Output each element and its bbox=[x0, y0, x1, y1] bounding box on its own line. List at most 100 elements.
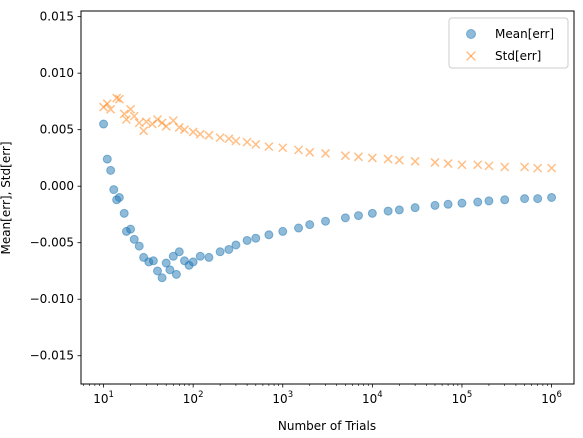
data-point bbox=[99, 119, 109, 129]
data-point bbox=[383, 206, 393, 216]
data-point bbox=[148, 256, 158, 266]
data-point bbox=[353, 211, 363, 221]
data-point bbox=[114, 94, 124, 104]
data-point bbox=[430, 200, 440, 210]
data-point bbox=[264, 230, 274, 240]
y-tick-label: −0.015 bbox=[30, 349, 74, 363]
data-point bbox=[410, 156, 420, 166]
data-point bbox=[102, 154, 112, 164]
data-point bbox=[102, 99, 112, 109]
y-tick-label: −0.005 bbox=[30, 236, 74, 250]
data-point bbox=[174, 247, 184, 257]
data-point bbox=[242, 137, 252, 147]
data-point bbox=[457, 160, 467, 170]
data-point bbox=[153, 266, 163, 276]
data-point bbox=[320, 148, 331, 158]
data-point bbox=[157, 273, 167, 283]
data-point bbox=[520, 162, 530, 172]
plot-frame bbox=[80, 10, 575, 385]
data-point bbox=[443, 199, 453, 209]
data-point bbox=[367, 153, 377, 163]
data-point bbox=[231, 136, 241, 146]
data-point bbox=[533, 194, 543, 204]
data-point bbox=[340, 151, 350, 161]
data-point bbox=[547, 163, 557, 173]
data-point bbox=[251, 139, 261, 149]
data-point bbox=[383, 154, 393, 164]
data-point bbox=[251, 233, 261, 243]
data-point bbox=[174, 122, 184, 132]
y-axis: 0.015 0.010 0.005 0.000 −0.005 −0.010 −0.015 bbox=[30, 10, 81, 363]
data-point bbox=[242, 235, 252, 245]
data-point bbox=[139, 126, 149, 136]
data-point bbox=[171, 269, 181, 279]
data-point bbox=[119, 109, 129, 119]
data-point bbox=[204, 252, 214, 262]
data-point bbox=[473, 197, 483, 207]
series-circle bbox=[99, 119, 557, 283]
data-point bbox=[188, 257, 198, 267]
data-point bbox=[321, 216, 331, 226]
data-point bbox=[109, 185, 119, 195]
data-point bbox=[224, 244, 234, 254]
data-point bbox=[126, 224, 136, 234]
data-point bbox=[278, 143, 288, 153]
data-point bbox=[112, 93, 122, 103]
data-point bbox=[430, 157, 440, 167]
data-point bbox=[168, 251, 178, 261]
data-point bbox=[204, 130, 214, 140]
data-point bbox=[134, 241, 144, 251]
data-point bbox=[129, 111, 139, 121]
x-tick-label: 101 bbox=[93, 390, 114, 406]
data-point bbox=[473, 160, 483, 170]
data-point bbox=[152, 114, 163, 125]
data-point bbox=[195, 129, 205, 139]
data-point bbox=[106, 165, 116, 175]
y-tick-label: 0.000 bbox=[40, 179, 74, 193]
data-point bbox=[484, 161, 494, 171]
data-point bbox=[114, 193, 124, 202]
data-point bbox=[294, 223, 304, 233]
data-point bbox=[353, 152, 364, 162]
legend-box bbox=[448, 17, 569, 69]
data-point bbox=[231, 240, 241, 250]
data-point bbox=[394, 155, 404, 165]
data-point bbox=[264, 142, 274, 152]
legend-std-label: Std[err] bbox=[495, 49, 541, 63]
x-axis-label: Number of Trials bbox=[278, 419, 376, 433]
data-point bbox=[179, 125, 190, 135]
y-tick-label: 0.005 bbox=[40, 123, 74, 137]
data-point bbox=[161, 258, 171, 268]
data-point bbox=[533, 163, 543, 173]
data-point bbox=[305, 147, 315, 157]
data-point bbox=[500, 195, 510, 205]
data-point bbox=[129, 234, 139, 244]
data-point bbox=[195, 251, 205, 261]
data-point bbox=[119, 208, 129, 218]
legend-mean-label: Mean[err] bbox=[495, 27, 554, 41]
data-point bbox=[188, 127, 198, 137]
data-point bbox=[457, 198, 467, 208]
data-point bbox=[141, 117, 151, 127]
data-point bbox=[500, 162, 510, 172]
x-tick-label: 104 bbox=[362, 390, 383, 406]
data-point bbox=[215, 247, 225, 257]
data-point bbox=[134, 118, 144, 128]
x-tick-label: 105 bbox=[452, 390, 473, 406]
data-point bbox=[215, 133, 225, 143]
data-point bbox=[410, 203, 420, 213]
x-axis: 101 102 103 104 105 106 bbox=[83, 384, 562, 406]
legend-mean-marker bbox=[466, 29, 476, 39]
x-tick-label: 103 bbox=[272, 390, 293, 406]
data-point bbox=[126, 104, 136, 114]
y-tick-label: −0.010 bbox=[30, 292, 74, 306]
data-point bbox=[394, 205, 404, 215]
series-layer bbox=[99, 93, 557, 283]
data-point bbox=[165, 265, 175, 275]
data-point bbox=[547, 193, 557, 202]
data-point bbox=[520, 194, 530, 204]
x-tick-label: 106 bbox=[541, 390, 562, 406]
data-point bbox=[305, 220, 315, 230]
